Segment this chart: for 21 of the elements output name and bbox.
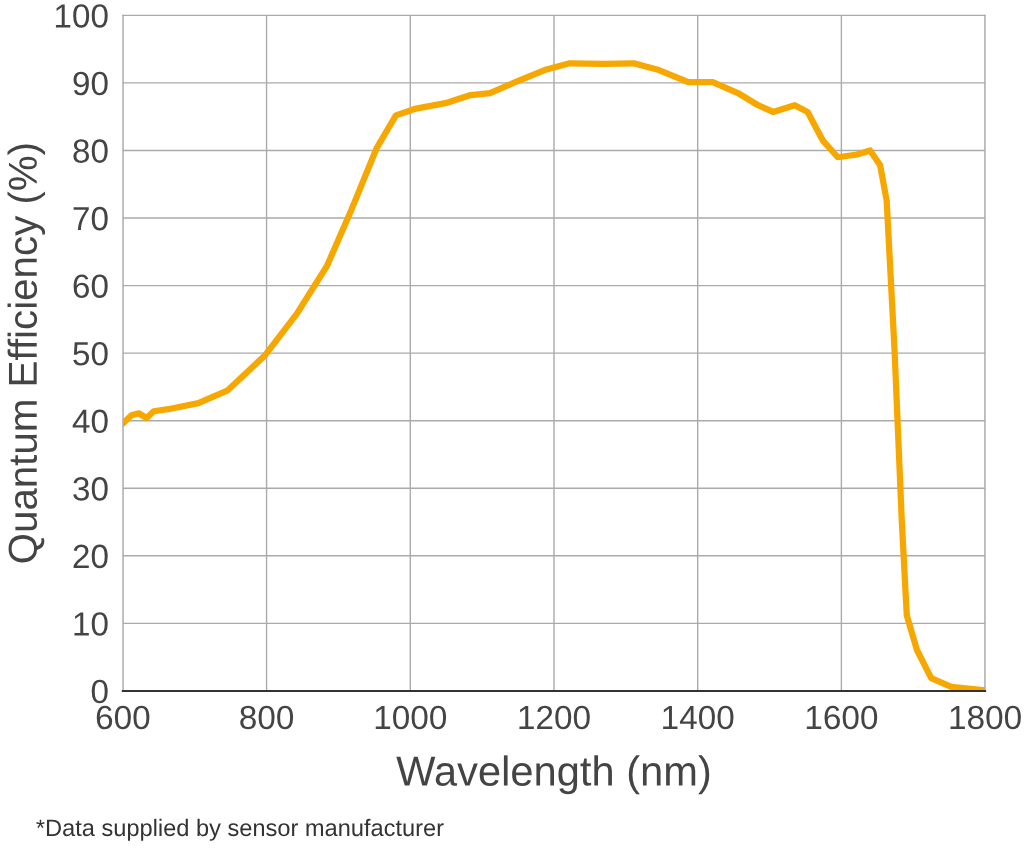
y-tick-label: 20	[73, 544, 108, 569]
y-tick-label: 100	[55, 4, 108, 28]
x-tick-label: 1000	[375, 705, 447, 730]
y-tick-label: 70	[73, 206, 108, 231]
text: *Data supplied by sensor manufacturer	[36, 818, 444, 841]
x-tick-label: 1400	[663, 705, 734, 730]
y-tick-label: 10	[74, 612, 108, 636]
y-tick-label: 60	[73, 274, 108, 298]
y-tick-label: 40	[72, 409, 108, 434]
x-tick-label: 800	[240, 705, 294, 730]
y-tick-label: 80	[73, 139, 108, 163]
x-tick-label: 600	[96, 705, 150, 730]
y-tick-label: 90	[73, 71, 108, 96]
y-tick-label: 30	[73, 477, 108, 501]
y-tick-label: 50	[73, 341, 108, 366]
x-tick-label: 1600	[806, 705, 878, 730]
x-tick-label: 1200	[519, 705, 590, 730]
x-axis-title: Wavelength (nm)	[396, 755, 710, 795]
x-tick-label: 1800	[950, 705, 1021, 730]
y-tick-label: 0	[91, 679, 108, 704]
y-axis-title: Quantum Efficiency (%)	[7, 144, 46, 563]
